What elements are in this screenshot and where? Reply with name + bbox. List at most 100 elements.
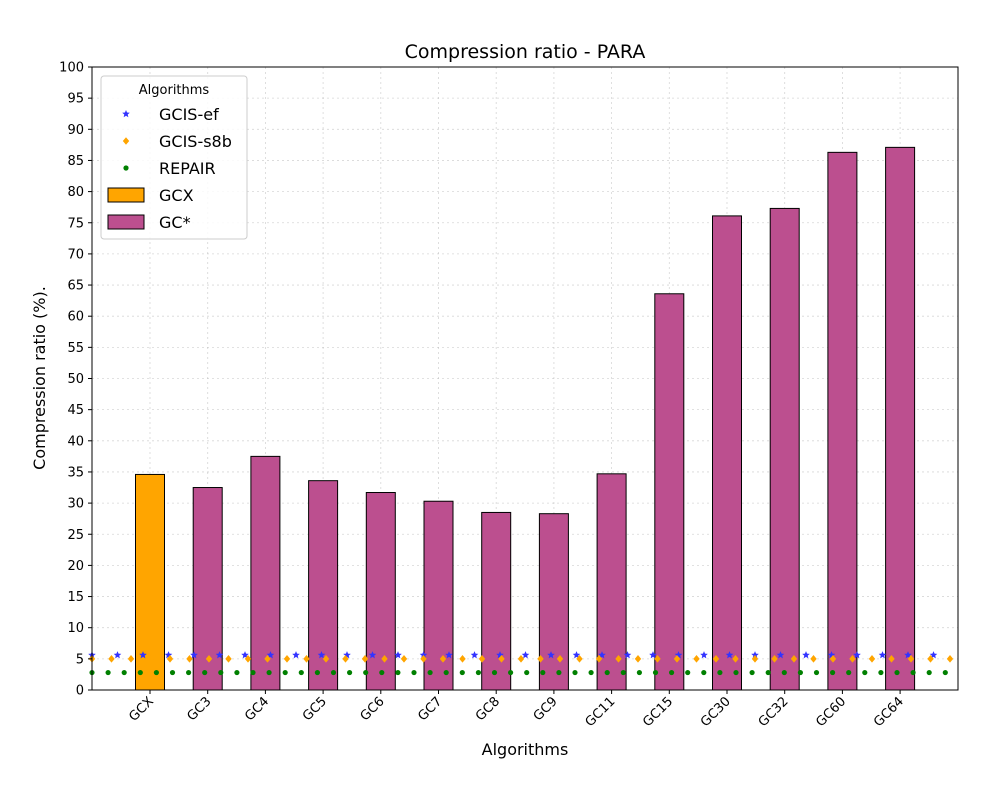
marker-GCIS-ef [521, 651, 530, 659]
marker-REPAIR [942, 669, 948, 676]
marker-REPAIR [733, 669, 739, 676]
marker-REPAIR [652, 669, 659, 676]
bar-GC64 [885, 146, 916, 691]
marker-GCIS-s8b [127, 655, 135, 663]
y-tick-label: 100 [59, 61, 84, 76]
marker-GCIS-s8b [205, 655, 213, 663]
marker-REPAIR [797, 669, 804, 676]
marker-GCIS-s8b [790, 655, 798, 663]
y-tick-label: 60 [67, 310, 84, 325]
marker-REPAIR [572, 669, 578, 676]
bars [135, 146, 916, 691]
marker-REPAIR [540, 669, 546, 676]
legend-label: GCIS-s8b [159, 132, 232, 151]
marker-GCIS-ef [802, 651, 810, 659]
marker-REPAIR [121, 669, 127, 676]
legend-title: Algorithms [139, 83, 210, 98]
marker-REPAIR [620, 669, 626, 676]
reference-markers [88, 651, 954, 676]
marker-REPAIR [749, 669, 755, 676]
y-tick-label: 85 [67, 154, 84, 169]
marker-GCIS-ef [470, 651, 479, 659]
y-tick-label: 5 [76, 652, 84, 667]
legend: Algorithms GCIS-ef GCIS-s8b REPAIR GCX GC* [100, 75, 248, 240]
marker-REPAIR [234, 669, 240, 676]
marker-REPAIR [636, 669, 643, 676]
marker-GCIS-s8b [361, 655, 369, 663]
marker-REPAIR [524, 669, 530, 676]
marker-REPAIR [556, 669, 562, 676]
y-tick-label: 45 [67, 403, 84, 418]
marker-GCIS-s8b [264, 655, 271, 663]
marker-REPAIR [186, 669, 192, 676]
marker-GCIS-s8b [810, 655, 817, 663]
marker-GCIS-s8b [829, 655, 837, 663]
marker-GCIS-s8b [615, 655, 622, 663]
marker-GCIS-s8b [595, 655, 603, 663]
marker-REPAIR [218, 669, 224, 676]
marker-REPAIR [282, 669, 288, 676]
y-tick-label: 80 [67, 185, 84, 200]
marker-REPAIR [813, 669, 820, 676]
legend-label: REPAIR [159, 159, 216, 178]
marker-GCIS-s8b [868, 655, 876, 663]
y-tick-label: 95 [67, 92, 84, 107]
x-axis-label: Algorithms [482, 740, 569, 759]
marker-GCIS-s8b [342, 655, 349, 663]
y-tick-label: 0 [76, 684, 84, 699]
marker-REPAIR [153, 669, 159, 676]
marker-REPAIR [781, 669, 787, 676]
marker-REPAIR [685, 669, 691, 676]
marker-REPAIR [862, 669, 868, 676]
y-axis-ticks: 0 5 10 15 20 25 30 35 40 45 50 55 60 65 70 75 80 85 90 95 10… [59, 61, 92, 699]
chart-title: Compression ratio - PARA [405, 41, 646, 63]
marker-REPAIR [475, 669, 481, 676]
marker-REPAIR [588, 669, 594, 676]
marker-REPAIR [846, 669, 852, 676]
marker-GCIS-ef [394, 651, 402, 659]
marker-GCIS-s8b [420, 655, 427, 663]
marker-REPAIR [202, 669, 208, 676]
y-tick-label: 90 [67, 123, 84, 138]
marker-REPAIR [314, 669, 320, 676]
marker-REPAIR [427, 669, 433, 676]
legend-marker-GCIS-s8b [122, 137, 130, 145]
marker-GCIS-ef [419, 651, 428, 659]
bar-GC30 [712, 215, 742, 691]
marker-GCIS-s8b [517, 655, 525, 663]
marker-REPAIR [830, 669, 836, 676]
marker-GCIS-s8b [634, 655, 642, 663]
marker-GCIS-s8b [712, 655, 720, 663]
marker-GCIS-s8b [186, 655, 193, 663]
marker-GCIS-s8b [478, 655, 486, 663]
bar-GC6 [365, 492, 396, 691]
bar-GC60 [827, 151, 858, 691]
marker-REPAIR [379, 669, 385, 676]
marker-GCIS-s8b [381, 655, 388, 663]
marker-GCIS-s8b [673, 655, 681, 663]
marker-REPAIR [910, 669, 916, 676]
marker-GCIS-s8b [693, 655, 700, 663]
marker-GCIS-s8b [303, 655, 310, 663]
y-tick-label: 40 [67, 434, 84, 449]
marker-GCIS-ef [317, 651, 326, 659]
y-tick-label: 55 [67, 341, 84, 356]
legend-label: GCIS-ef [159, 105, 219, 124]
marker-GCIS-s8b [751, 655, 759, 663]
marker-GCIS-s8b [537, 655, 544, 663]
marker-REPAIR [717, 669, 723, 676]
marker-GCIS-s8b [244, 655, 252, 663]
y-tick-label: 70 [67, 247, 84, 262]
legend-label: GC* [159, 213, 191, 232]
bar-GC7 [423, 500, 454, 691]
y-tick-label: 50 [67, 372, 84, 387]
bar-GC9 [538, 513, 569, 691]
legend-marker-REPAIR [123, 165, 129, 171]
marker-REPAIR [701, 669, 707, 676]
marker-REPAIR [459, 669, 465, 676]
marker-GCIS-ef [547, 651, 555, 659]
marker-GCIS-ef [776, 651, 785, 659]
marker-GCIS-ef [623, 651, 632, 659]
marker-GCIS-s8b [946, 655, 954, 663]
